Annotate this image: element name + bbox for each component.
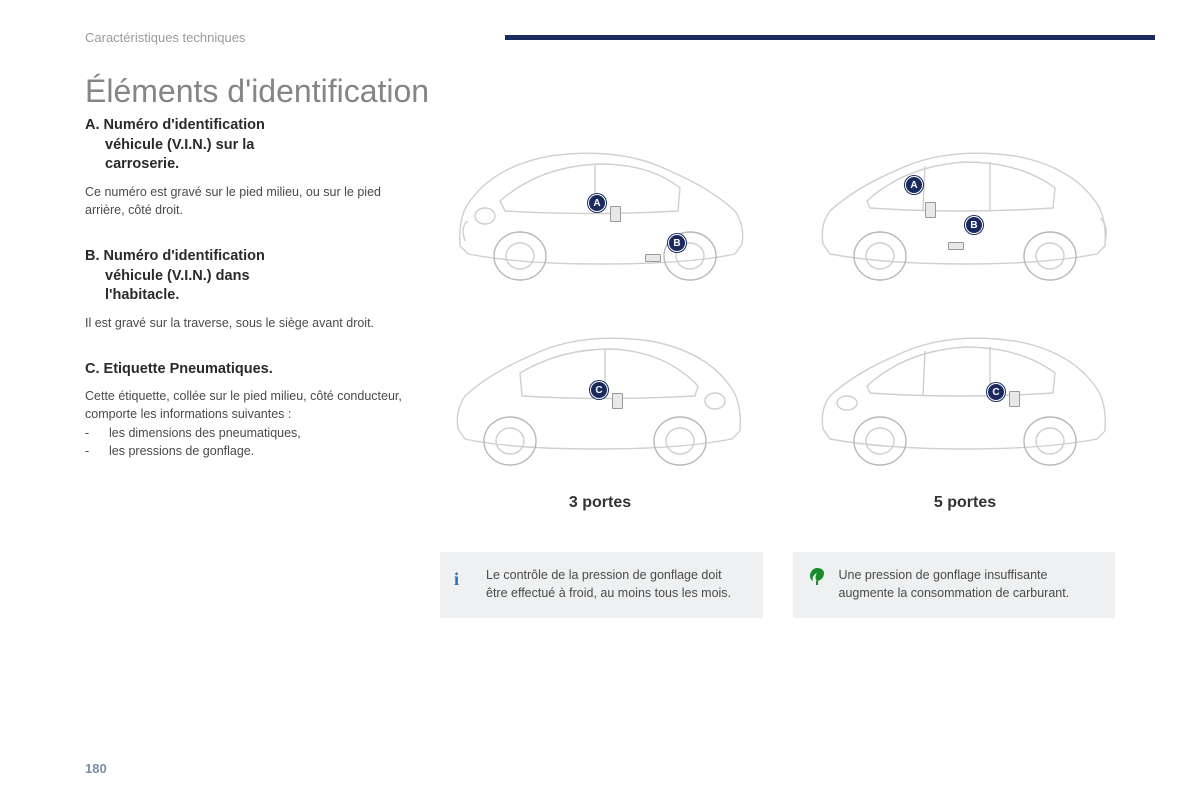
car-outline-icon [805, 116, 1125, 291]
car-column-3door: A B [440, 116, 760, 512]
info-note-text: Le contrôle de la pression de gonflage d… [486, 566, 747, 602]
car-5door-top: A B [805, 116, 1125, 291]
notes-row: i Le contrôle de la pression de gonflage… [440, 552, 1115, 618]
car-3door-bottom: C [440, 301, 760, 476]
car-outline-icon [805, 301, 1125, 476]
section-c-heading: C. Etiquette Pneumatiques. [85, 360, 410, 380]
marker-c: C [590, 381, 608, 399]
car-5door-bottom: C [805, 301, 1125, 476]
section-a-body: Ce numéro est gravé sur le pied milieu, … [85, 183, 410, 219]
marker-b: B [965, 216, 983, 234]
breadcrumb: Caractéristiques techniques [85, 30, 245, 45]
label-rect-icon [645, 254, 661, 262]
section-a-heading: A. Numéro d'identification véhicule (V.I… [85, 116, 410, 175]
caption-3door: 3 portes [569, 494, 631, 512]
label-rect-icon [1009, 391, 1020, 407]
label-rect-icon [612, 393, 623, 409]
page-title: Éléments d'identification [85, 73, 1115, 110]
info-note: i Le contrôle de la pression de gonflage… [440, 552, 763, 618]
section-b-heading: B. Numéro d'identification véhicule (V.I… [85, 247, 410, 306]
header-accent-line [505, 35, 1155, 40]
section-c-body: Cette étiquette, collée sur le pied mili… [85, 387, 410, 460]
marker-c: C [987, 383, 1005, 401]
label-rect-icon [948, 242, 964, 250]
text-column: A. Numéro d'identification véhicule (V.I… [85, 116, 410, 512]
section-b-body: Il est gravé sur la traverse, sous le si… [85, 314, 410, 332]
eco-note-text: Une pression de gonflage insuffisante au… [839, 566, 1100, 602]
info-icon: i [454, 566, 474, 602]
label-rect-icon [610, 206, 621, 222]
page-number: 180 [85, 761, 107, 776]
marker-a: A [588, 194, 606, 212]
car-3door-top: A B [440, 116, 760, 291]
leaf-icon [807, 566, 827, 602]
label-rect-icon [925, 202, 936, 218]
marker-b: B [668, 234, 686, 252]
eco-note: Une pression de gonflage insuffisante au… [793, 552, 1116, 618]
caption-5door: 5 portes [934, 494, 996, 512]
illustration-column: A B [440, 116, 1125, 512]
marker-a: A [905, 176, 923, 194]
car-column-5door: A B [805, 116, 1125, 512]
